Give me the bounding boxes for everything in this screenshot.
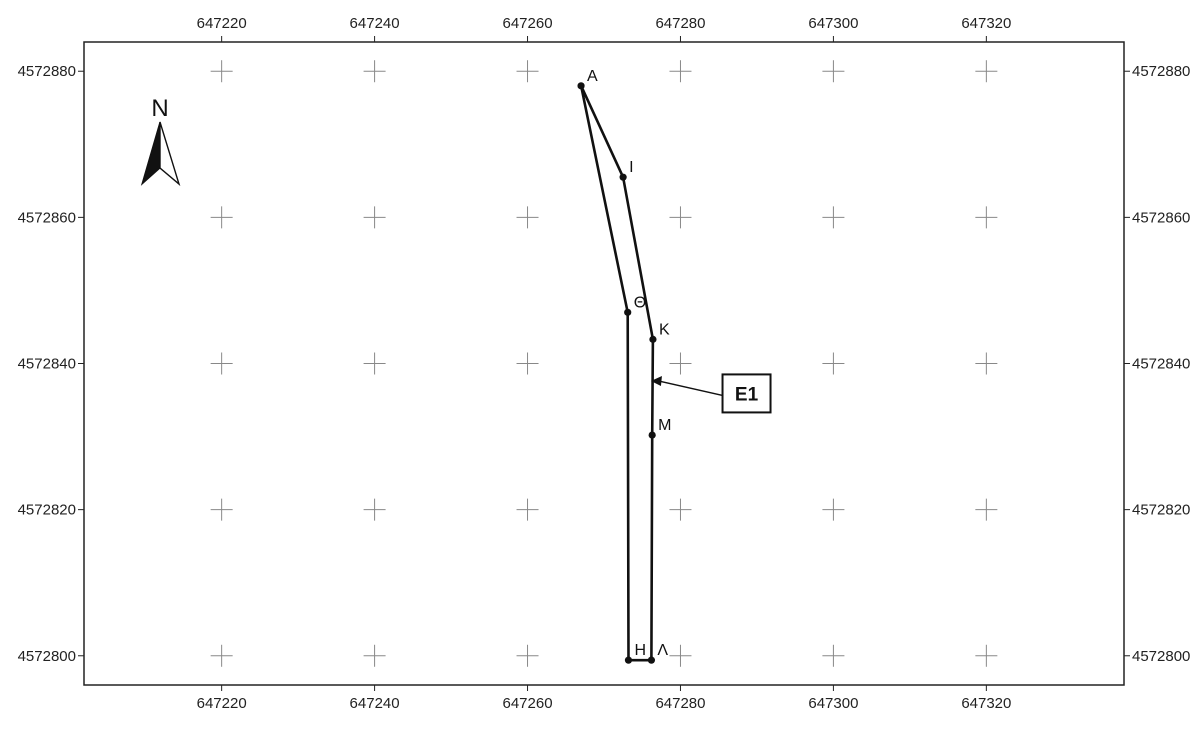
- grid-cross: [210, 60, 233, 83]
- x-tick-label-top: 647320: [961, 15, 1011, 32]
- x-tick-label-bottom: 647280: [655, 695, 705, 712]
- boundary-point-label-l: Λ: [657, 642, 668, 659]
- boundary-point-label-h: H: [634, 642, 646, 659]
- boundary-point-l: [647, 656, 656, 664]
- y-tick-label-right: 4572860: [1132, 209, 1190, 226]
- grid-cross: [363, 60, 386, 83]
- x-tick-label-bottom: 647300: [808, 695, 858, 712]
- grid-cross: [363, 498, 386, 521]
- grid-cross: [669, 352, 692, 375]
- north-arrow: N: [140, 95, 181, 187]
- y-tick-label-left: 4572860: [18, 209, 76, 226]
- grid-cross: [975, 206, 998, 229]
- grid-cross: [210, 644, 233, 667]
- boundary-point-label-i: I: [629, 159, 633, 176]
- y-tick-label-left: 4572800: [18, 648, 76, 665]
- boundary-point-i: [619, 173, 627, 181]
- boundary-point-m: [648, 431, 656, 439]
- grid-cross: [210, 352, 233, 375]
- grid-cross: [210, 206, 233, 229]
- boundary-point-th: [624, 308, 632, 316]
- boundary-point-label-th: Θ: [634, 294, 646, 311]
- y-tick-label-right: 4572880: [1132, 63, 1190, 80]
- y-tick-label-right: 4572800: [1132, 648, 1190, 665]
- grid-cross: [210, 498, 233, 521]
- y-tick-label-right: 4572840: [1132, 356, 1190, 373]
- x-tick-label-bottom: 647260: [502, 695, 552, 712]
- grid-cross: [363, 206, 386, 229]
- north-arrow-right-half: [159, 121, 181, 187]
- boundary-point-h: [624, 656, 633, 664]
- x-tick-label-top: 647240: [350, 15, 400, 32]
- boundary-point-label-a: A: [587, 68, 598, 85]
- boundary-points: A I K M ΛH Θ: [577, 68, 672, 664]
- x-tick-label-bottom: 647240: [350, 695, 400, 712]
- grid-cross: [822, 206, 845, 229]
- grid-cross: [669, 498, 692, 521]
- x-tick-label-bottom: 647320: [961, 695, 1011, 712]
- grid-cross: [822, 498, 845, 521]
- grid-cross: [975, 352, 998, 375]
- north-label: N: [151, 95, 168, 122]
- callout-box: [721, 373, 772, 414]
- x-tick-label-top: 647280: [655, 15, 705, 32]
- north-arrow-icon: [140, 121, 181, 187]
- grid-cross: [363, 352, 386, 375]
- callout-label: E1: [735, 384, 759, 405]
- grid-cross: [669, 206, 692, 229]
- grid-cross: [822, 644, 845, 667]
- grid-cross: [516, 644, 539, 667]
- coordinate-axes: 647220 647220 647240 647240 647260 647260 6472…: [18, 15, 1191, 712]
- y-tick-label-left: 4572820: [18, 502, 76, 519]
- grid-cross: [363, 644, 386, 667]
- grid-cross: [975, 644, 998, 667]
- grid-cross: [516, 352, 539, 375]
- grid-cross: [669, 60, 692, 83]
- y-tick-label-left: 4572880: [18, 63, 76, 80]
- x-tick-label-top: 647300: [808, 15, 858, 32]
- y-tick-label-left: 4572840: [18, 356, 76, 373]
- grid-cross: [516, 60, 539, 83]
- grid-cross: [975, 60, 998, 83]
- x-tick-label-top: 647260: [502, 15, 552, 32]
- grid-cross: [516, 498, 539, 521]
- x-tick-label-top: 647220: [197, 15, 247, 32]
- callout-leader-line: [658, 380, 723, 397]
- boundary-point-a: [577, 82, 585, 90]
- grid-cross: [975, 498, 998, 521]
- grid-crosses: [210, 60, 998, 667]
- parcel-callout: E1: [650, 373, 772, 414]
- grid-cross: [669, 644, 692, 667]
- parcel-boundary: [579, 85, 655, 662]
- boundary-point-label-k: K: [659, 321, 670, 338]
- parcel-outline: [579, 85, 655, 662]
- boundary-point-label-m: M: [658, 417, 671, 434]
- boundary-point-k: [649, 335, 657, 343]
- x-tick-label-bottom: 647220: [197, 695, 247, 712]
- grid-cross: [822, 60, 845, 83]
- callout-arrowhead-icon: [650, 376, 662, 387]
- grid-cross: [516, 206, 539, 229]
- y-tick-label-right: 4572820: [1132, 502, 1190, 519]
- grid-cross: [822, 352, 845, 375]
